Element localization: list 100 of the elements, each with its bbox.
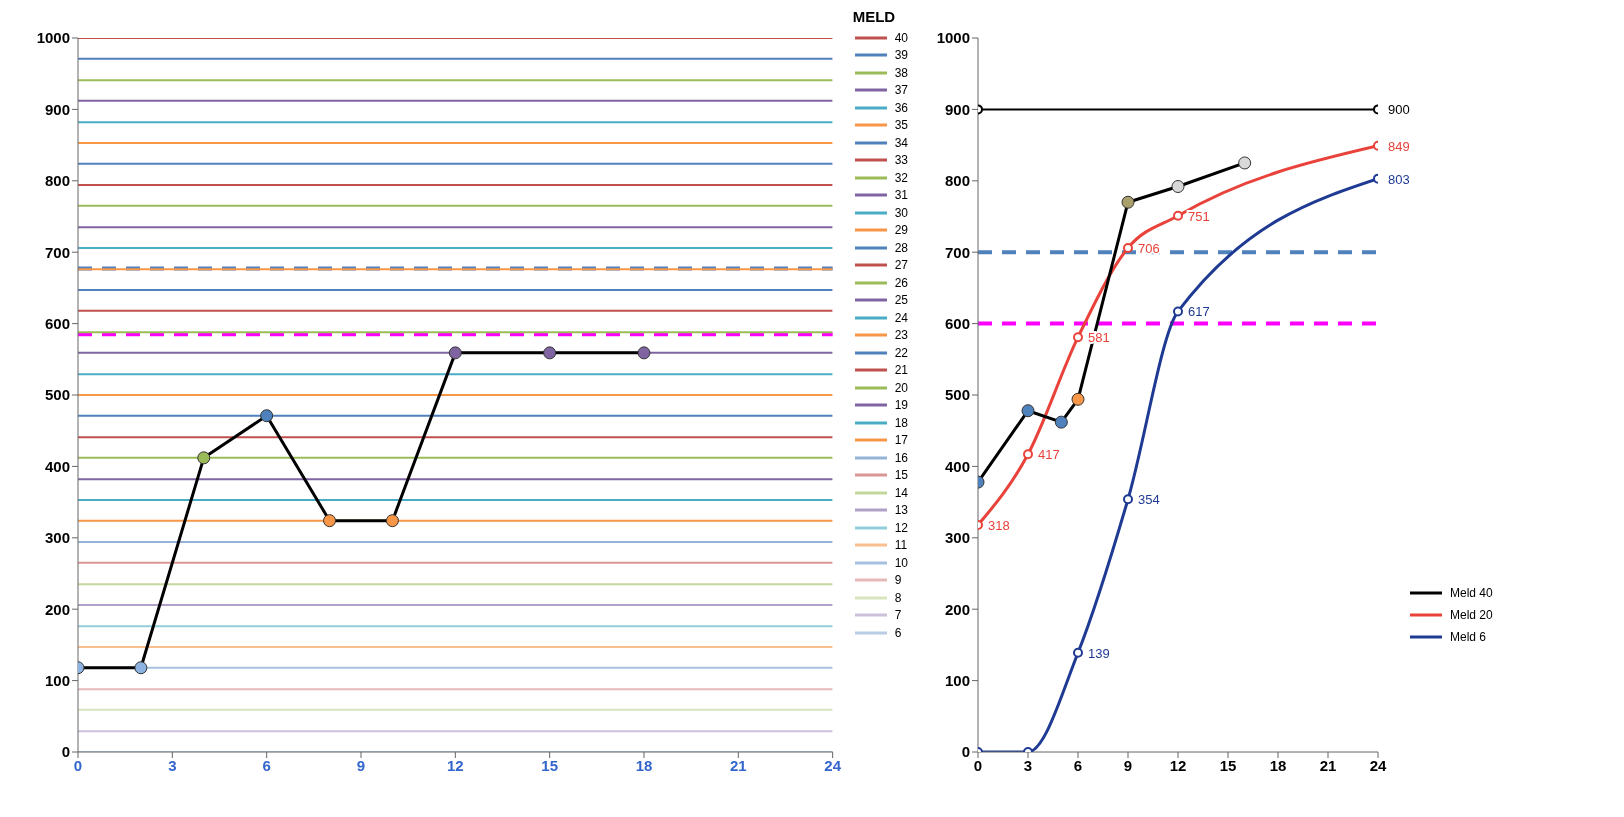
- point: [134, 661, 148, 675]
- point: [543, 346, 557, 360]
- x-tick-label: 15: [541, 756, 558, 774]
- point: [1123, 494, 1133, 505]
- legend-label: 37: [894, 83, 908, 98]
- x-tick-label: 6: [262, 756, 271, 774]
- data-label: 417: [1038, 447, 1060, 463]
- point: [1071, 392, 1085, 406]
- legend-label: 12: [894, 520, 908, 535]
- point: [1238, 156, 1252, 170]
- x-tick-label: 24: [1369, 756, 1387, 774]
- point: [1073, 647, 1083, 658]
- y-tick-label: 0: [61, 743, 70, 761]
- legend-label: 11: [894, 538, 908, 553]
- legend-label: 33: [894, 153, 908, 168]
- legend-label: Meld 40: [1450, 586, 1493, 600]
- data-label: 139: [1088, 645, 1110, 661]
- x-tick-label: 12: [446, 756, 464, 774]
- legend-label: 21: [894, 363, 908, 378]
- y-tick-label: 1000: [36, 29, 70, 47]
- legend-label: 18: [894, 415, 908, 430]
- legend-label: 27: [894, 258, 908, 273]
- point: [1121, 195, 1135, 209]
- data-label: 900: [1388, 102, 1410, 118]
- point: [637, 346, 651, 360]
- y-tick-label: 200: [44, 600, 70, 618]
- legend-label: 35: [894, 118, 908, 133]
- legend-label: 25: [894, 293, 908, 308]
- y-tick-label: 600: [44, 314, 70, 332]
- x-tick-label: 9: [356, 756, 366, 774]
- x-tick-label: 3: [1023, 756, 1033, 774]
- point: [323, 514, 337, 528]
- y-tick-label: 0: [961, 743, 970, 761]
- legend-label: 15: [894, 468, 908, 483]
- x-tick-label: 21: [1319, 756, 1337, 774]
- x-tick-label: 21: [729, 756, 747, 774]
- point: [1173, 210, 1183, 221]
- y-tick-label: 700: [44, 243, 70, 261]
- legend-label: 23: [894, 328, 908, 343]
- legend-title: MELD: [852, 8, 897, 25]
- legend-label: Meld 20: [1450, 608, 1493, 622]
- legend-label: 14: [894, 485, 908, 500]
- legend-label: 20: [894, 380, 908, 395]
- y-tick-label: 400: [44, 457, 70, 475]
- legend-label: 19: [894, 398, 908, 413]
- y-tick-label: 1000: [936, 29, 970, 47]
- y-tick-label: 100: [44, 671, 70, 689]
- data-label: 849: [1388, 138, 1410, 154]
- x-tick-label: 24: [824, 756, 842, 774]
- point: [448, 346, 462, 360]
- point: [197, 451, 211, 465]
- y-tick-label: 200: [944, 600, 970, 618]
- data-label: 318: [988, 517, 1010, 533]
- legend-label: Meld 6: [1450, 630, 1487, 644]
- x-tick-label: 18: [1269, 756, 1287, 774]
- data-label: 803: [1388, 171, 1410, 187]
- point: [1023, 449, 1033, 460]
- y-tick-label: 600: [944, 314, 970, 332]
- point: [1054, 415, 1068, 429]
- legend-label: 32: [894, 170, 908, 185]
- legend-label: 38: [894, 65, 908, 80]
- legend-label: 16: [894, 450, 908, 465]
- x-tick-label: 12: [1169, 756, 1187, 774]
- y-tick-label: 300: [44, 529, 70, 547]
- legend-label: 29: [894, 223, 908, 238]
- point: [1173, 306, 1183, 317]
- y-tick-label: 800: [944, 172, 970, 190]
- y-tick-label: 900: [44, 100, 70, 118]
- data-label: 354: [1138, 492, 1160, 508]
- legend-label: 6: [894, 625, 902, 640]
- y-tick-label: 800: [44, 172, 70, 190]
- legend-label: 8: [894, 590, 902, 605]
- y-tick-label: 500: [44, 386, 70, 404]
- legend-label: 40: [894, 30, 908, 45]
- legend-label: 39: [894, 48, 908, 63]
- y-tick-label: 900: [944, 100, 970, 118]
- legend-label: 17: [894, 433, 908, 448]
- x-tick-label: 6: [1073, 756, 1083, 774]
- x-tick-label: 0: [73, 756, 83, 774]
- legend-label: 31: [894, 188, 908, 203]
- legend-label: 36: [894, 100, 908, 115]
- legend-label: 7: [894, 608, 902, 623]
- x-tick-label: 3: [168, 756, 177, 774]
- legend-label: 34: [894, 135, 908, 150]
- point: [1073, 332, 1083, 343]
- y-tick-label: 400: [944, 457, 970, 475]
- legend-label: 9: [894, 573, 902, 588]
- point: [1021, 404, 1035, 418]
- data-label: 617: [1188, 304, 1210, 320]
- point: [260, 409, 274, 423]
- point: [385, 514, 399, 528]
- legend-label: 30: [894, 205, 908, 220]
- y-tick-label: 500: [944, 386, 970, 404]
- point: [1171, 180, 1185, 194]
- point: [1123, 242, 1133, 253]
- legend-label: 28: [894, 240, 908, 255]
- x-tick-label: 0: [973, 756, 983, 774]
- x-tick-label: 18: [635, 756, 653, 774]
- y-tick-label: 700: [944, 243, 970, 261]
- y-tick-label: 100: [944, 671, 970, 689]
